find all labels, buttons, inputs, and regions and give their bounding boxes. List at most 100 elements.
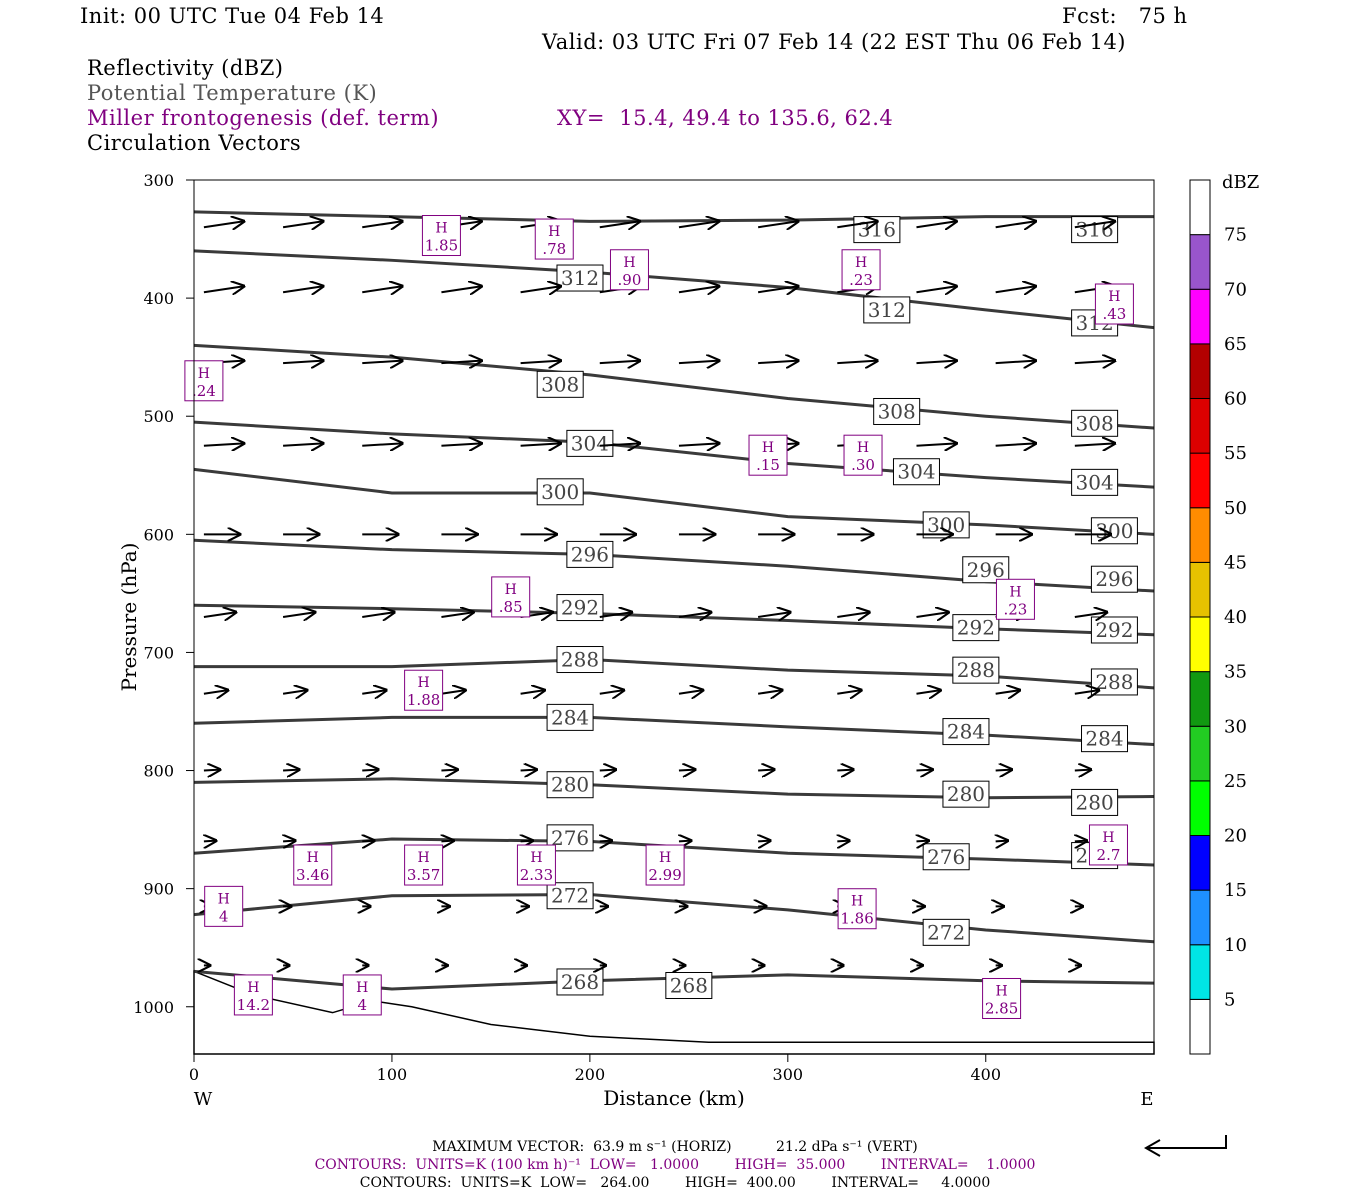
- circulation-vector: [283, 443, 323, 445]
- circulation-vector: [599, 612, 632, 617]
- y-tick-label: 300: [143, 171, 174, 190]
- circulation-vector: [520, 770, 537, 771]
- colorbar-level-15: 15: [1224, 880, 1247, 901]
- theta-label-272: 272: [927, 920, 965, 944]
- circulation-vector: [204, 841, 216, 842]
- theta-label-box: [892, 458, 940, 486]
- forecast-hour: Fcst: 75 h: [1062, 4, 1188, 28]
- x-tick-label: 100: [377, 1065, 408, 1084]
- circulation-vector: [916, 770, 932, 771]
- x-tick-label: 200: [575, 1065, 606, 1084]
- circulation-vector: [837, 690, 861, 694]
- theta-label-box: [922, 918, 970, 946]
- fronto-max-value: .90: [618, 271, 642, 289]
- circulation-vector: [758, 841, 770, 842]
- circulation-vector: [1075, 841, 1087, 842]
- theta-label-box: [942, 718, 990, 746]
- fronto-max-h: H: [530, 850, 542, 866]
- circulation-vector: [283, 770, 299, 771]
- colorbar-segment: [1189, 889, 1211, 946]
- y-tick-label: 500: [143, 407, 174, 426]
- circulation-vector: [995, 770, 1012, 771]
- fronto-max-h: H: [995, 983, 1007, 999]
- y-tick-label: 1000: [133, 998, 174, 1017]
- circulation-vector: [1074, 770, 1091, 771]
- colorbar-segment: [1189, 179, 1211, 236]
- theta-label-288: 288: [957, 658, 995, 682]
- circulation-vector: [362, 361, 402, 363]
- fronto-max-box: [843, 434, 883, 476]
- theta-label-box: [1071, 468, 1119, 496]
- theta-label-box: [556, 264, 604, 292]
- fronto-max-value: .23: [1004, 600, 1028, 618]
- fronto-max-value: .85: [499, 598, 523, 616]
- y-tick-label: 700: [143, 643, 174, 662]
- colorbar-level-45: 45: [1224, 552, 1247, 573]
- fronto-max-box: [204, 885, 244, 927]
- theta-label-280: 280: [551, 773, 589, 797]
- theta-label-292: 292: [1095, 618, 1133, 642]
- circulation-vector: [203, 221, 244, 227]
- reference-vector: [1148, 1135, 1227, 1149]
- colorbar-level-40: 40: [1224, 607, 1247, 628]
- theta-contour-308: [193, 343, 1155, 430]
- circulation-vector: [203, 612, 236, 617]
- fronto-max-h: H: [1102, 830, 1114, 846]
- theta-label-312: 312: [561, 266, 599, 290]
- colorbar-level-70: 70: [1224, 279, 1247, 300]
- circulation-vector: [520, 690, 545, 694]
- theta-label-box: [1090, 616, 1138, 644]
- legend-xy: XY= 15.4, 49.4 to 135.6, 62.4: [557, 106, 894, 130]
- circulation-vector: [203, 770, 220, 771]
- circulation-vector: [837, 770, 853, 771]
- circulation-vector: [282, 286, 323, 292]
- y-axis-title: Pressure (hPa): [117, 543, 141, 692]
- circulation-vector: [916, 841, 928, 842]
- fronto-max-h: H: [851, 894, 863, 910]
- colorbar-level-5: 5: [1224, 989, 1235, 1010]
- circulation-vector: [757, 690, 782, 694]
- theta-label-box: [566, 429, 614, 457]
- theta-label-304: 304: [571, 431, 609, 455]
- theta-contour-280: [193, 777, 1155, 800]
- colorbar-segment: [1189, 452, 1211, 509]
- fronto-max-value: 2.7: [1097, 846, 1121, 864]
- colorbar-level-20: 20: [1224, 826, 1247, 847]
- y-tick-label: 400: [143, 289, 174, 308]
- colorbar-segment: [1189, 671, 1211, 727]
- theta-label-box: [1090, 565, 1138, 593]
- theta-label-box: [873, 397, 921, 425]
- colorbar-level-35: 35: [1224, 662, 1247, 683]
- theta-label-292: 292: [561, 596, 599, 620]
- theta-label-316: 316: [1076, 218, 1114, 242]
- fronto-max-h: H: [435, 221, 447, 237]
- colorbar-level-65: 65: [1224, 334, 1247, 355]
- fronto-max-h: H: [762, 440, 774, 456]
- fronto-max-value: 14.2: [237, 996, 270, 1014]
- fronto-max-value: .43: [1102, 305, 1126, 323]
- colorbar-level-30: 30: [1224, 716, 1247, 737]
- fronto-max-box: [534, 218, 574, 260]
- footer-theta-contours: CONTOURS: UNITS=K LOW= 264.00 HIGH= 400.…: [359, 1175, 991, 1191]
- theta-label-308: 308: [1076, 411, 1114, 435]
- y-tick-label: 900: [143, 880, 174, 899]
- colorbar-level-10: 10: [1224, 935, 1247, 956]
- circulation-vector: [362, 612, 394, 617]
- colorbar-level-60: 60: [1224, 389, 1247, 410]
- circulation-vector: [599, 770, 616, 771]
- fronto-max-h: H: [1009, 584, 1021, 600]
- theta-label-308: 308: [541, 372, 579, 396]
- circulation-vector: [678, 221, 719, 227]
- circulation-vector: [995, 361, 1036, 363]
- circulation-vector: [599, 361, 640, 363]
- reference-vector-head: [1143, 1139, 1161, 1157]
- theta-label-284: 284: [947, 720, 985, 744]
- circulation-vector: [1074, 221, 1115, 227]
- fronto-max-box: [491, 576, 531, 618]
- circulation-vector: [1074, 690, 1099, 694]
- valid-time: Valid: 03 UTC Fri 07 Feb 14 (22 EST Thu …: [542, 30, 1126, 54]
- circulation-vector: [678, 690, 703, 694]
- circulation-vector: [916, 443, 956, 445]
- theta-label-box: [556, 968, 604, 996]
